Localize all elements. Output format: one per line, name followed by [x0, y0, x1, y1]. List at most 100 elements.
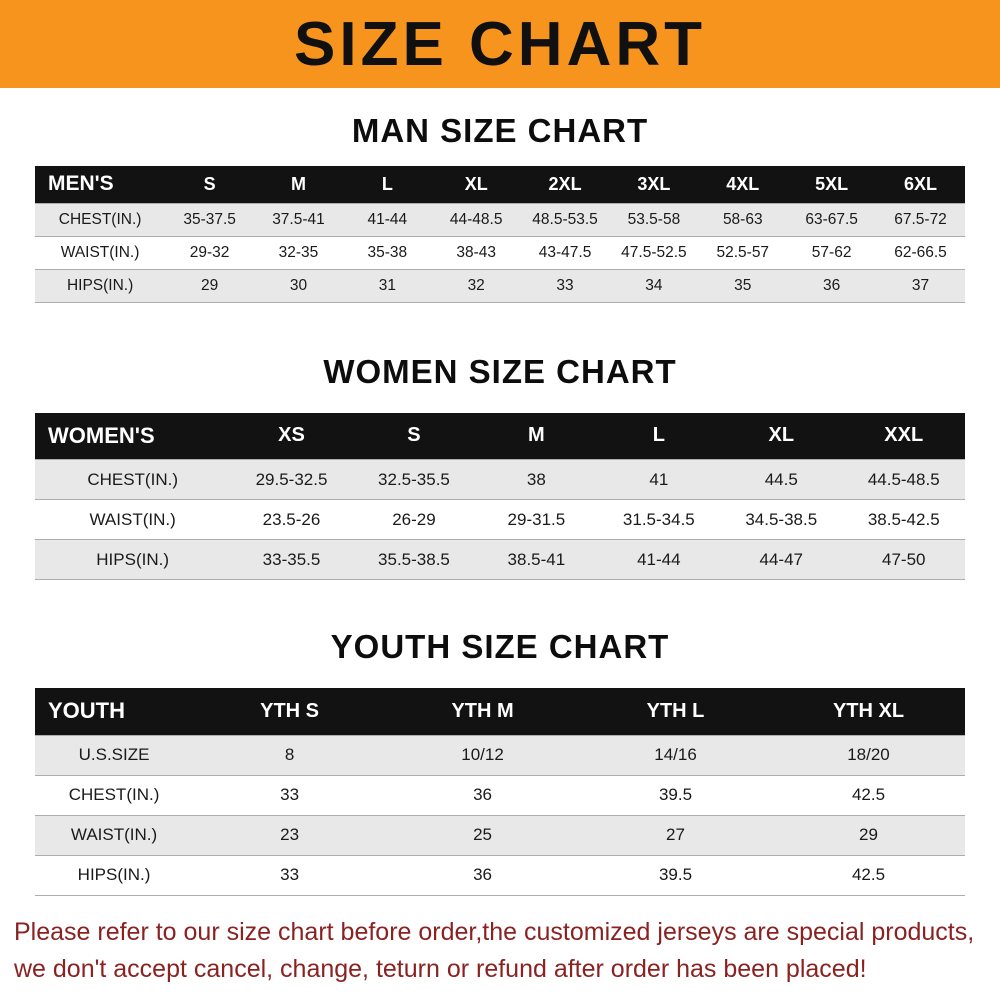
- measurement-value: 38.5-42.5: [842, 499, 965, 540]
- size-column-header: 5XL: [787, 166, 877, 203]
- measurement-row-label: HIPS(IN.): [35, 268, 166, 303]
- measurement-value: 67.5-72: [876, 202, 965, 237]
- table-row: HIPS(IN.) 33 36 39.5 42.5: [35, 854, 965, 896]
- measurement-value: 32: [431, 268, 521, 303]
- measurement-value: 23: [193, 814, 387, 856]
- measurement-value: 23.5-26: [230, 499, 353, 540]
- table-corner-label: MEN'S: [35, 166, 166, 203]
- men-section-heading: MAN SIZE CHART: [351, 112, 649, 149]
- measurement-value: 29: [165, 268, 255, 303]
- size-column-header: 6XL: [876, 166, 965, 203]
- measurement-value: 36: [386, 854, 580, 896]
- measurement-value: 10/12: [386, 734, 580, 776]
- size-column-header: YTH S: [193, 688, 387, 735]
- measurement-value: 8: [193, 734, 387, 776]
- size-column-header: 2XL: [520, 166, 610, 203]
- measurement-value: 27: [579, 814, 772, 856]
- measurement-value: 48.5-53.5: [520, 202, 610, 237]
- measurement-value: 42.5: [772, 854, 965, 896]
- measurement-value: 32-35: [254, 235, 343, 270]
- measurement-value: 44-48.5: [431, 202, 521, 237]
- youth-size-section: YOUTH SIZE CHART YOUTH YTH S YTH M YTH L YTH…: [0, 580, 1000, 896]
- measurement-value: 39.5: [579, 774, 772, 816]
- measurement-value: 41-44: [597, 539, 721, 580]
- measurement-value: 41-44: [342, 202, 432, 237]
- banner: SIZE CHART: [0, 0, 1000, 88]
- measurement-value: 44-47: [720, 539, 843, 580]
- table-row: U.S.SIZE 8 10/12 14/16 18/20: [35, 734, 965, 776]
- measurement-value: 33: [520, 268, 610, 303]
- measurement-value: 35: [698, 268, 788, 303]
- measurement-row-label: HIPS(IN.): [35, 854, 194, 896]
- size-column-header: YTH M: [386, 688, 580, 735]
- measurement-value: 38.5-41: [475, 539, 598, 580]
- header-row: YOUTH YTH S YTH M YTH L YTH XL: [35, 688, 965, 735]
- measurement-value: 44.5: [720, 459, 843, 500]
- measurement-value: 14/16: [579, 734, 772, 776]
- measurement-value: 63-67.5: [787, 202, 877, 237]
- measurement-value: 29-32: [165, 235, 255, 270]
- youth-size-table: YOUTH YTH S YTH M YTH L YTH XL U.S.SIZE 8 10/12…: [35, 688, 965, 896]
- measurement-value: 41: [597, 459, 721, 500]
- measurement-value: 47.5-52.5: [609, 235, 699, 270]
- measurement-value: 47-50: [842, 539, 965, 580]
- measurement-row-label: HIPS(IN.): [35, 539, 231, 580]
- measurement-row-label: CHEST(IN.): [35, 202, 166, 237]
- measurement-value: 53.5-58: [609, 202, 699, 237]
- measurement-value: 30: [254, 268, 343, 303]
- size-column-header: XL: [720, 412, 843, 460]
- measurement-value: 29-31.5: [475, 499, 598, 540]
- measurement-value: 38-43: [431, 235, 521, 270]
- measurement-row-label: WAIST(IN.): [35, 499, 231, 540]
- measurement-value: 42.5: [772, 774, 965, 816]
- measurement-value: 33: [193, 774, 387, 816]
- table-row: CHEST(IN.) 33 36 39.5 42.5: [35, 774, 965, 816]
- measurement-value: 35.5-38.5: [352, 539, 476, 580]
- size-column-header: S: [165, 166, 255, 203]
- measurement-value: 37: [876, 268, 965, 303]
- measurement-value: 35-38: [342, 235, 432, 270]
- measurement-row-label: CHEST(IN.): [35, 459, 231, 500]
- measurement-value: 52.5-57: [698, 235, 788, 270]
- notice-line-2: we don't accept cancel, change, teturn o…: [14, 954, 867, 983]
- size-column-header: XS: [230, 412, 353, 460]
- notice-line-1: Please refer to our size chart before or…: [14, 917, 975, 946]
- table-corner-label: YOUTH: [35, 688, 194, 735]
- men-size-section: MAN SIZE CHART MEN'S S M L XL 2XL 3XL 4XL 5XL 6XL…: [0, 88, 1000, 303]
- measurement-value: 31: [342, 268, 432, 303]
- table-row: HIPS(IN.) 33-35.5 35.5-38.5 38.5-41 41-44 44-…: [35, 539, 965, 580]
- table-row: CHEST(IN.) 35-37.5 37.5-41 41-44 44-48.5 48.5…: [35, 202, 965, 237]
- measurement-value: 33-35.5: [230, 539, 353, 580]
- header-row: MEN'S S M L XL 2XL 3XL 4XL 5XL 6XL: [35, 166, 965, 203]
- measurement-value: 43-47.5: [520, 235, 610, 270]
- size-column-header: M: [475, 412, 598, 460]
- measurement-value: 57-62: [787, 235, 877, 270]
- measurement-value: 36: [386, 774, 580, 816]
- measurement-value: 31.5-34.5: [597, 499, 721, 540]
- men-size-table: MEN'S S M L XL 2XL 3XL 4XL 5XL 6XL CHEST(IN.) 35-37…: [35, 166, 965, 303]
- order-notice: Please refer to our size chart before or…: [14, 914, 986, 988]
- measurement-value: 38: [475, 459, 598, 500]
- measurement-row-label: CHEST(IN.): [35, 774, 194, 816]
- measurement-value: 36: [787, 268, 877, 303]
- measurement-value: 25: [386, 814, 580, 856]
- size-column-header: YTH L: [579, 688, 772, 735]
- measurement-value: 18/20: [772, 734, 965, 776]
- size-column-header: 3XL: [609, 166, 699, 203]
- measurement-row-label: WAIST(IN.): [35, 235, 166, 270]
- table-row: CHEST(IN.) 29.5-32.5 32.5-35.5 38 41 44.5 44.5…: [35, 459, 965, 500]
- measurement-value: 62-66.5: [876, 235, 965, 270]
- measurement-value: 34.5-38.5: [720, 499, 843, 540]
- table-row: WAIST(IN.) 23 25 27 29: [35, 814, 965, 856]
- size-column-header: XL: [431, 166, 521, 203]
- women-size-table: WOMEN'S XS S M L XL XXL CHEST(IN.) 29.5-32.5 32.5…: [35, 412, 965, 580]
- size-column-header: M: [254, 166, 343, 203]
- size-column-header: S: [352, 412, 476, 460]
- measurement-value: 39.5: [579, 854, 772, 896]
- size-column-header: L: [597, 412, 721, 460]
- women-size-section: WOMEN SIZE CHART WOMEN'S XS S M L XL XXL CHEST(…: [0, 303, 1000, 580]
- measurement-value: 29: [772, 814, 965, 856]
- measurement-row-label: U.S.SIZE: [35, 734, 194, 776]
- women-section-heading: WOMEN SIZE CHART: [323, 352, 677, 390]
